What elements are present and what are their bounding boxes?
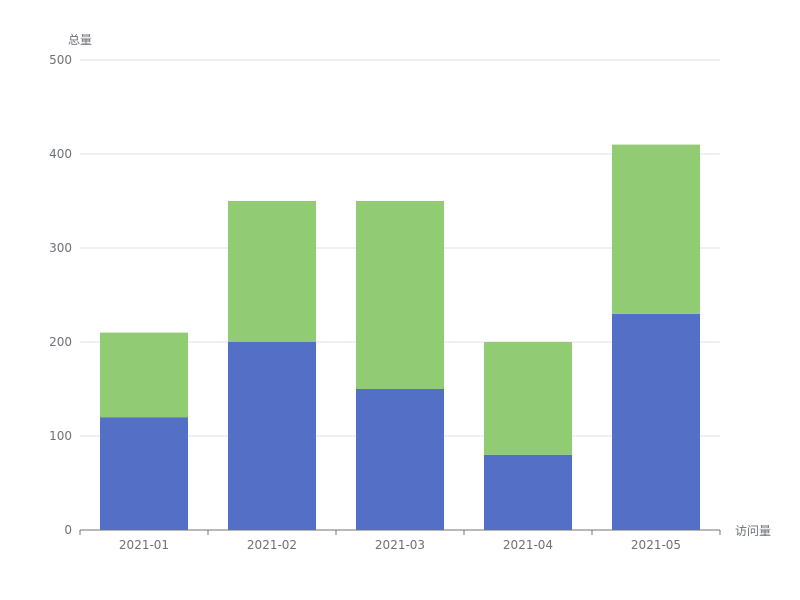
bar-segment bbox=[484, 454, 572, 530]
y-tick-label: 500 bbox=[49, 53, 72, 67]
bar-segment bbox=[484, 342, 572, 455]
y-tick-labels: 0 100 200 300 400 500 bbox=[49, 53, 72, 537]
y-tick-label: 200 bbox=[49, 335, 72, 349]
x-tick-label: 2021-03 bbox=[375, 538, 425, 552]
bar-segment bbox=[228, 201, 316, 342]
x-tick-label: 2021-04 bbox=[503, 538, 553, 552]
y-tick-label: 400 bbox=[49, 147, 72, 161]
bar-segment bbox=[356, 389, 444, 530]
y-axis-title: 总量 bbox=[68, 33, 92, 47]
x-tick-labels: 2021-01 2021-02 2021-03 2021-04 2021-05 bbox=[119, 538, 681, 552]
x-tick-label: 2021-05 bbox=[631, 538, 681, 552]
x-tick-label: 2021-02 bbox=[247, 538, 297, 552]
x-axis-title: 访问量 bbox=[735, 524, 771, 538]
bar-segment bbox=[356, 201, 444, 389]
y-tick-label: 100 bbox=[49, 429, 72, 443]
bar-segment bbox=[100, 417, 188, 530]
y-tick-label: 300 bbox=[49, 241, 72, 255]
axes bbox=[79, 529, 721, 535]
bar-segment bbox=[100, 332, 188, 418]
bar-segment bbox=[612, 313, 700, 530]
bars-group bbox=[100, 144, 700, 530]
y-tick-label: 0 bbox=[64, 523, 72, 537]
bar-segment bbox=[228, 342, 316, 530]
bar-segment bbox=[612, 144, 700, 314]
x-tick-label: 2021-01 bbox=[119, 538, 169, 552]
